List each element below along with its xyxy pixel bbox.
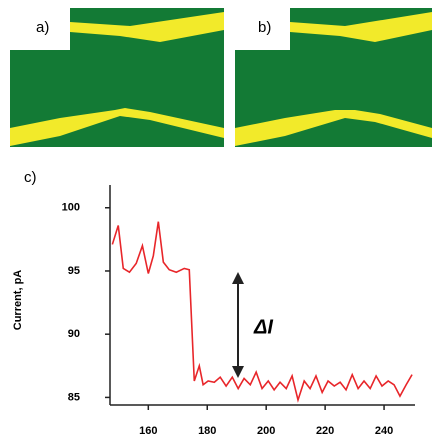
- x-tick-label: 240: [375, 425, 393, 437]
- y-tick-label: 90: [68, 328, 80, 340]
- x-tick-label: 180: [198, 425, 216, 437]
- panel-label: c): [24, 169, 37, 186]
- y-tick-label: 95: [68, 265, 80, 277]
- x-tick-label: 160: [139, 425, 157, 437]
- x-tick-label: 200: [257, 425, 275, 437]
- micrograph-b: [235, 8, 432, 147]
- y-axis-label: Current, pA: [12, 270, 24, 331]
- panel-label: a): [36, 19, 49, 36]
- panel-label: b): [258, 19, 271, 36]
- delta-arrow: [232, 272, 244, 378]
- data-line: [111, 221, 413, 403]
- y-tick-label: 100: [62, 202, 80, 214]
- y-tick-label: 85: [68, 391, 80, 403]
- x-tick-label: 220: [316, 425, 334, 437]
- annotation: ΔI: [253, 316, 273, 338]
- micrograph-a: [10, 8, 224, 147]
